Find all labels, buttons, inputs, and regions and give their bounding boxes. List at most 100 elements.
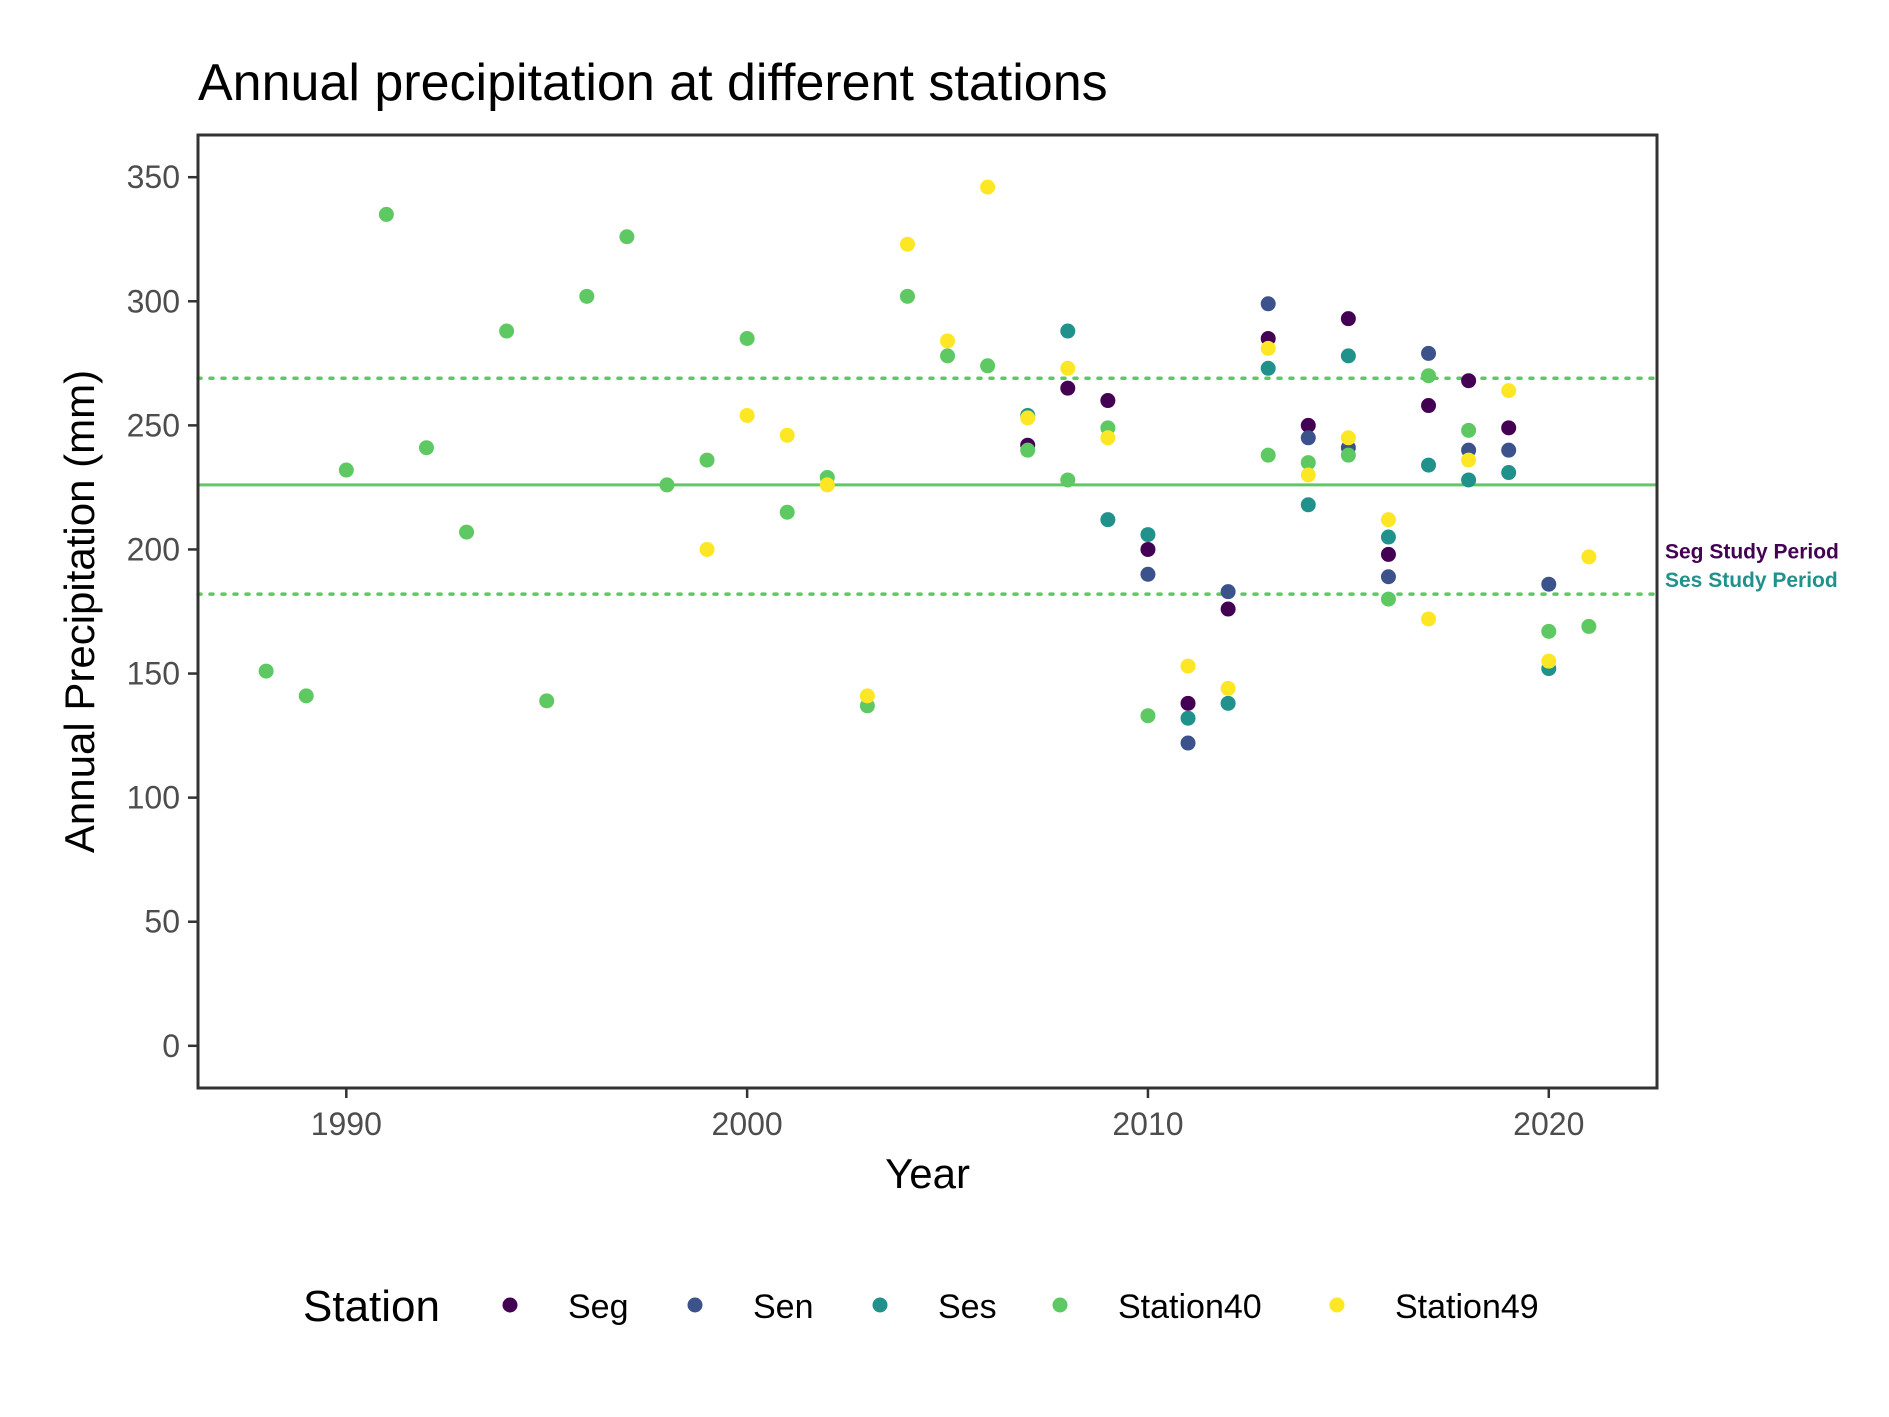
point-station49-2005 bbox=[940, 333, 956, 349]
point-seg-2015 bbox=[1340, 311, 1356, 327]
point-station40-1999 bbox=[699, 452, 715, 468]
point-station40-2007 bbox=[1020, 442, 1036, 458]
point-station40-1989 bbox=[298, 688, 314, 704]
point-seg-2018 bbox=[1461, 373, 1477, 389]
point-station49-2002 bbox=[819, 477, 835, 493]
legend-title: Station bbox=[303, 1282, 440, 1331]
point-station49-2014 bbox=[1300, 467, 1316, 483]
legend-item-station40: Station40 bbox=[1052, 1288, 1262, 1326]
point-sen-2017 bbox=[1421, 345, 1437, 361]
x-tick-label-2010: 2010 bbox=[1112, 1106, 1183, 1142]
point-station40-1996 bbox=[579, 288, 595, 304]
point-ses-2019 bbox=[1501, 465, 1517, 481]
point-ses-2018 bbox=[1461, 472, 1477, 488]
point-station49-2009 bbox=[1100, 430, 1116, 446]
point-station40-1988 bbox=[258, 663, 274, 679]
legend-key-station49 bbox=[1329, 1297, 1345, 1313]
point-sen-2013 bbox=[1260, 296, 1276, 312]
point-station49-2011 bbox=[1180, 658, 1196, 674]
plot-frame bbox=[196, 133, 1659, 1090]
legend-label-seg: Seg bbox=[568, 1288, 629, 1326]
point-sen-2019 bbox=[1501, 442, 1517, 458]
legend-key-seg bbox=[502, 1297, 518, 1313]
point-station40-2018 bbox=[1461, 422, 1477, 438]
point-station40-2010 bbox=[1140, 708, 1156, 724]
point-ses-2017 bbox=[1421, 457, 1437, 473]
point-station40-2016 bbox=[1380, 591, 1396, 607]
x-tick-label-1990: 1990 bbox=[311, 1106, 382, 1142]
point-ses-2010 bbox=[1140, 527, 1156, 543]
point-ses-2016 bbox=[1380, 529, 1396, 545]
point-ses-2009 bbox=[1100, 512, 1116, 528]
point-sen-2014 bbox=[1300, 430, 1316, 446]
point-station40-2006 bbox=[980, 358, 996, 374]
point-station40-1990 bbox=[338, 462, 354, 478]
point-ses-2012 bbox=[1220, 695, 1236, 711]
y-tick-label-300: 300 bbox=[127, 283, 180, 319]
point-ses-2013 bbox=[1260, 360, 1276, 376]
point-seg-2008 bbox=[1060, 380, 1076, 396]
series-sen bbox=[1140, 296, 1557, 751]
annotation-0: Seg Study Period bbox=[1665, 540, 1839, 563]
point-sen-2016 bbox=[1380, 569, 1396, 585]
point-station49-2018 bbox=[1461, 452, 1477, 468]
y-axis: 0 50 100 150 200 250 300 350 bbox=[127, 159, 198, 1064]
point-station49-2012 bbox=[1220, 680, 1236, 696]
point-station49-2019 bbox=[1501, 383, 1517, 399]
point-station40-2013 bbox=[1260, 447, 1276, 463]
point-station40-1991 bbox=[378, 206, 394, 222]
series-station49 bbox=[699, 179, 1597, 704]
legend-item-seg: Seg bbox=[502, 1288, 629, 1326]
legend-label-ses: Ses bbox=[938, 1288, 997, 1326]
x-axis-title: Year bbox=[885, 1150, 970, 1197]
point-station49-2007 bbox=[1020, 410, 1036, 426]
point-station49-1999 bbox=[699, 541, 715, 557]
point-seg-2009 bbox=[1100, 393, 1116, 409]
point-station40-2008 bbox=[1060, 472, 1076, 488]
x-tick-label-2020: 2020 bbox=[1513, 1106, 1584, 1142]
point-station49-2006 bbox=[980, 179, 996, 195]
point-station49-2013 bbox=[1260, 340, 1276, 356]
legend-item-sen: Sen bbox=[687, 1288, 814, 1326]
series-ses bbox=[1020, 323, 1557, 726]
series-station40 bbox=[258, 206, 1597, 724]
legend-label-sen: Sen bbox=[753, 1288, 814, 1326]
point-station40-2014 bbox=[1300, 455, 1316, 471]
point-station40-2021 bbox=[1581, 618, 1597, 634]
point-sen-2011 bbox=[1180, 735, 1196, 751]
point-sen-2010 bbox=[1140, 566, 1156, 582]
point-seg-2017 bbox=[1421, 398, 1437, 414]
legend-item-station49: Station49 bbox=[1329, 1288, 1539, 1326]
y-axis-title: Annual Precipitation (mm) bbox=[56, 370, 103, 853]
point-station49-2001 bbox=[779, 427, 795, 443]
point-sen-2012 bbox=[1220, 584, 1236, 600]
chart-title: Annual precipitation at different statio… bbox=[198, 54, 1108, 112]
point-seg-2019 bbox=[1501, 420, 1517, 436]
point-station40-1995 bbox=[539, 693, 555, 709]
point-station40-2005 bbox=[940, 348, 956, 364]
point-seg-2016 bbox=[1380, 546, 1396, 562]
point-ses-2008 bbox=[1060, 323, 1076, 339]
point-sen-2020 bbox=[1541, 576, 1557, 592]
data-points bbox=[258, 179, 1597, 751]
point-seg-2010 bbox=[1140, 541, 1156, 557]
plot-area bbox=[196, 376, 1659, 596]
y-tick-label-350: 350 bbox=[127, 159, 180, 195]
point-station40-1994 bbox=[499, 323, 515, 339]
annotation-1: Ses Study Period bbox=[1665, 569, 1838, 592]
point-station49-2020 bbox=[1541, 653, 1557, 669]
point-station40-1998 bbox=[659, 477, 675, 493]
point-seg-2011 bbox=[1180, 695, 1196, 711]
y-tick-label-200: 200 bbox=[127, 531, 180, 567]
point-ses-2015 bbox=[1340, 348, 1356, 364]
point-station40-1993 bbox=[459, 524, 475, 540]
point-station49-2004 bbox=[899, 236, 915, 252]
legend-item-ses: Ses bbox=[872, 1288, 997, 1326]
y-tick-label-0: 0 bbox=[162, 1028, 180, 1064]
point-station40-2015 bbox=[1340, 447, 1356, 463]
y-tick-label-250: 250 bbox=[127, 407, 180, 443]
point-station40-2001 bbox=[779, 504, 795, 520]
legend-key-sen bbox=[687, 1297, 703, 1313]
point-seg-2012 bbox=[1220, 601, 1236, 617]
